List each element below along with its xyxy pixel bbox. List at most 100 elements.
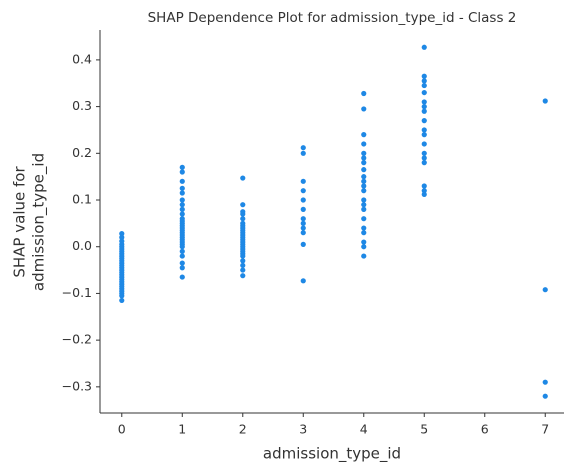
point [361,230,367,236]
point [240,253,246,259]
point [179,253,185,259]
point [179,244,185,250]
point [119,234,125,240]
point [421,141,427,147]
point [179,248,185,254]
point [240,202,246,208]
point [300,230,306,236]
point [542,98,548,104]
point [361,132,367,138]
point [300,145,306,151]
point [361,106,367,112]
point [421,155,427,161]
point [119,293,125,299]
point [300,197,306,203]
point [421,104,427,110]
point [179,265,185,271]
x-axis-label: admission_type_id [263,445,401,464]
x-tick-label: 7 [541,422,549,437]
point [240,175,246,181]
point [421,99,427,105]
point [361,253,367,259]
point [300,241,306,247]
point [361,141,367,147]
y-tick-label: 0.2 [72,145,92,160]
point [421,160,427,166]
y-tick-label: −0.2 [62,332,92,347]
point [179,185,185,191]
point [421,183,427,189]
point [361,206,367,212]
point [421,89,427,96]
point [179,274,185,280]
point [421,73,427,79]
point [361,197,367,203]
point [361,188,367,194]
point [179,190,185,196]
point [421,108,427,114]
point [421,191,427,198]
point [361,202,367,208]
point [361,178,367,184]
y-axis-label: admission_type_id [30,153,49,291]
point [361,244,367,250]
point [300,278,306,284]
y-tick-label: −0.1 [62,285,92,300]
point [300,216,306,222]
point [240,262,246,269]
point [361,183,367,189]
point [119,297,125,304]
point [361,225,367,231]
point [361,155,367,161]
point [240,258,246,264]
x-tick-label: 6 [481,422,489,437]
point [421,150,427,156]
y-axis-label: SHAP value for [11,166,29,278]
point [361,150,367,156]
x-tick-label: 4 [360,422,368,437]
y-tick-label: 0.3 [72,98,92,113]
x-tick-label: 0 [118,422,126,437]
point [300,225,306,231]
x-tick-label: 1 [178,422,186,437]
point [421,78,427,84]
point [361,174,367,180]
point [300,206,306,212]
point [421,127,427,133]
point [179,202,185,208]
point [179,178,185,184]
point [361,239,367,245]
y-tick-label: 0.0 [72,238,92,253]
point [179,169,185,175]
point [179,197,185,203]
x-tick-label: 3 [299,422,307,437]
point [542,393,548,399]
point [240,267,246,273]
point [421,188,427,194]
chart-title: SHAP Dependence Plot for admission_type_… [148,10,517,26]
point [421,44,427,50]
point [361,216,367,222]
point [542,287,548,293]
point [179,260,185,266]
point [421,82,427,89]
point [361,167,367,173]
point [179,164,185,170]
point [240,211,246,217]
point [240,273,246,279]
point [421,118,427,124]
point [179,206,185,212]
point [240,216,246,222]
point [361,90,367,97]
x-tick-label: 2 [239,422,247,437]
point [361,160,367,166]
point [300,178,306,184]
point [300,188,306,194]
point [179,211,185,217]
point [421,132,427,138]
point [119,231,125,237]
point [542,379,548,385]
x-tick-label: 5 [420,422,428,437]
y-tick-label: −0.3 [62,378,92,393]
y-tick-label: 0.1 [72,192,92,207]
